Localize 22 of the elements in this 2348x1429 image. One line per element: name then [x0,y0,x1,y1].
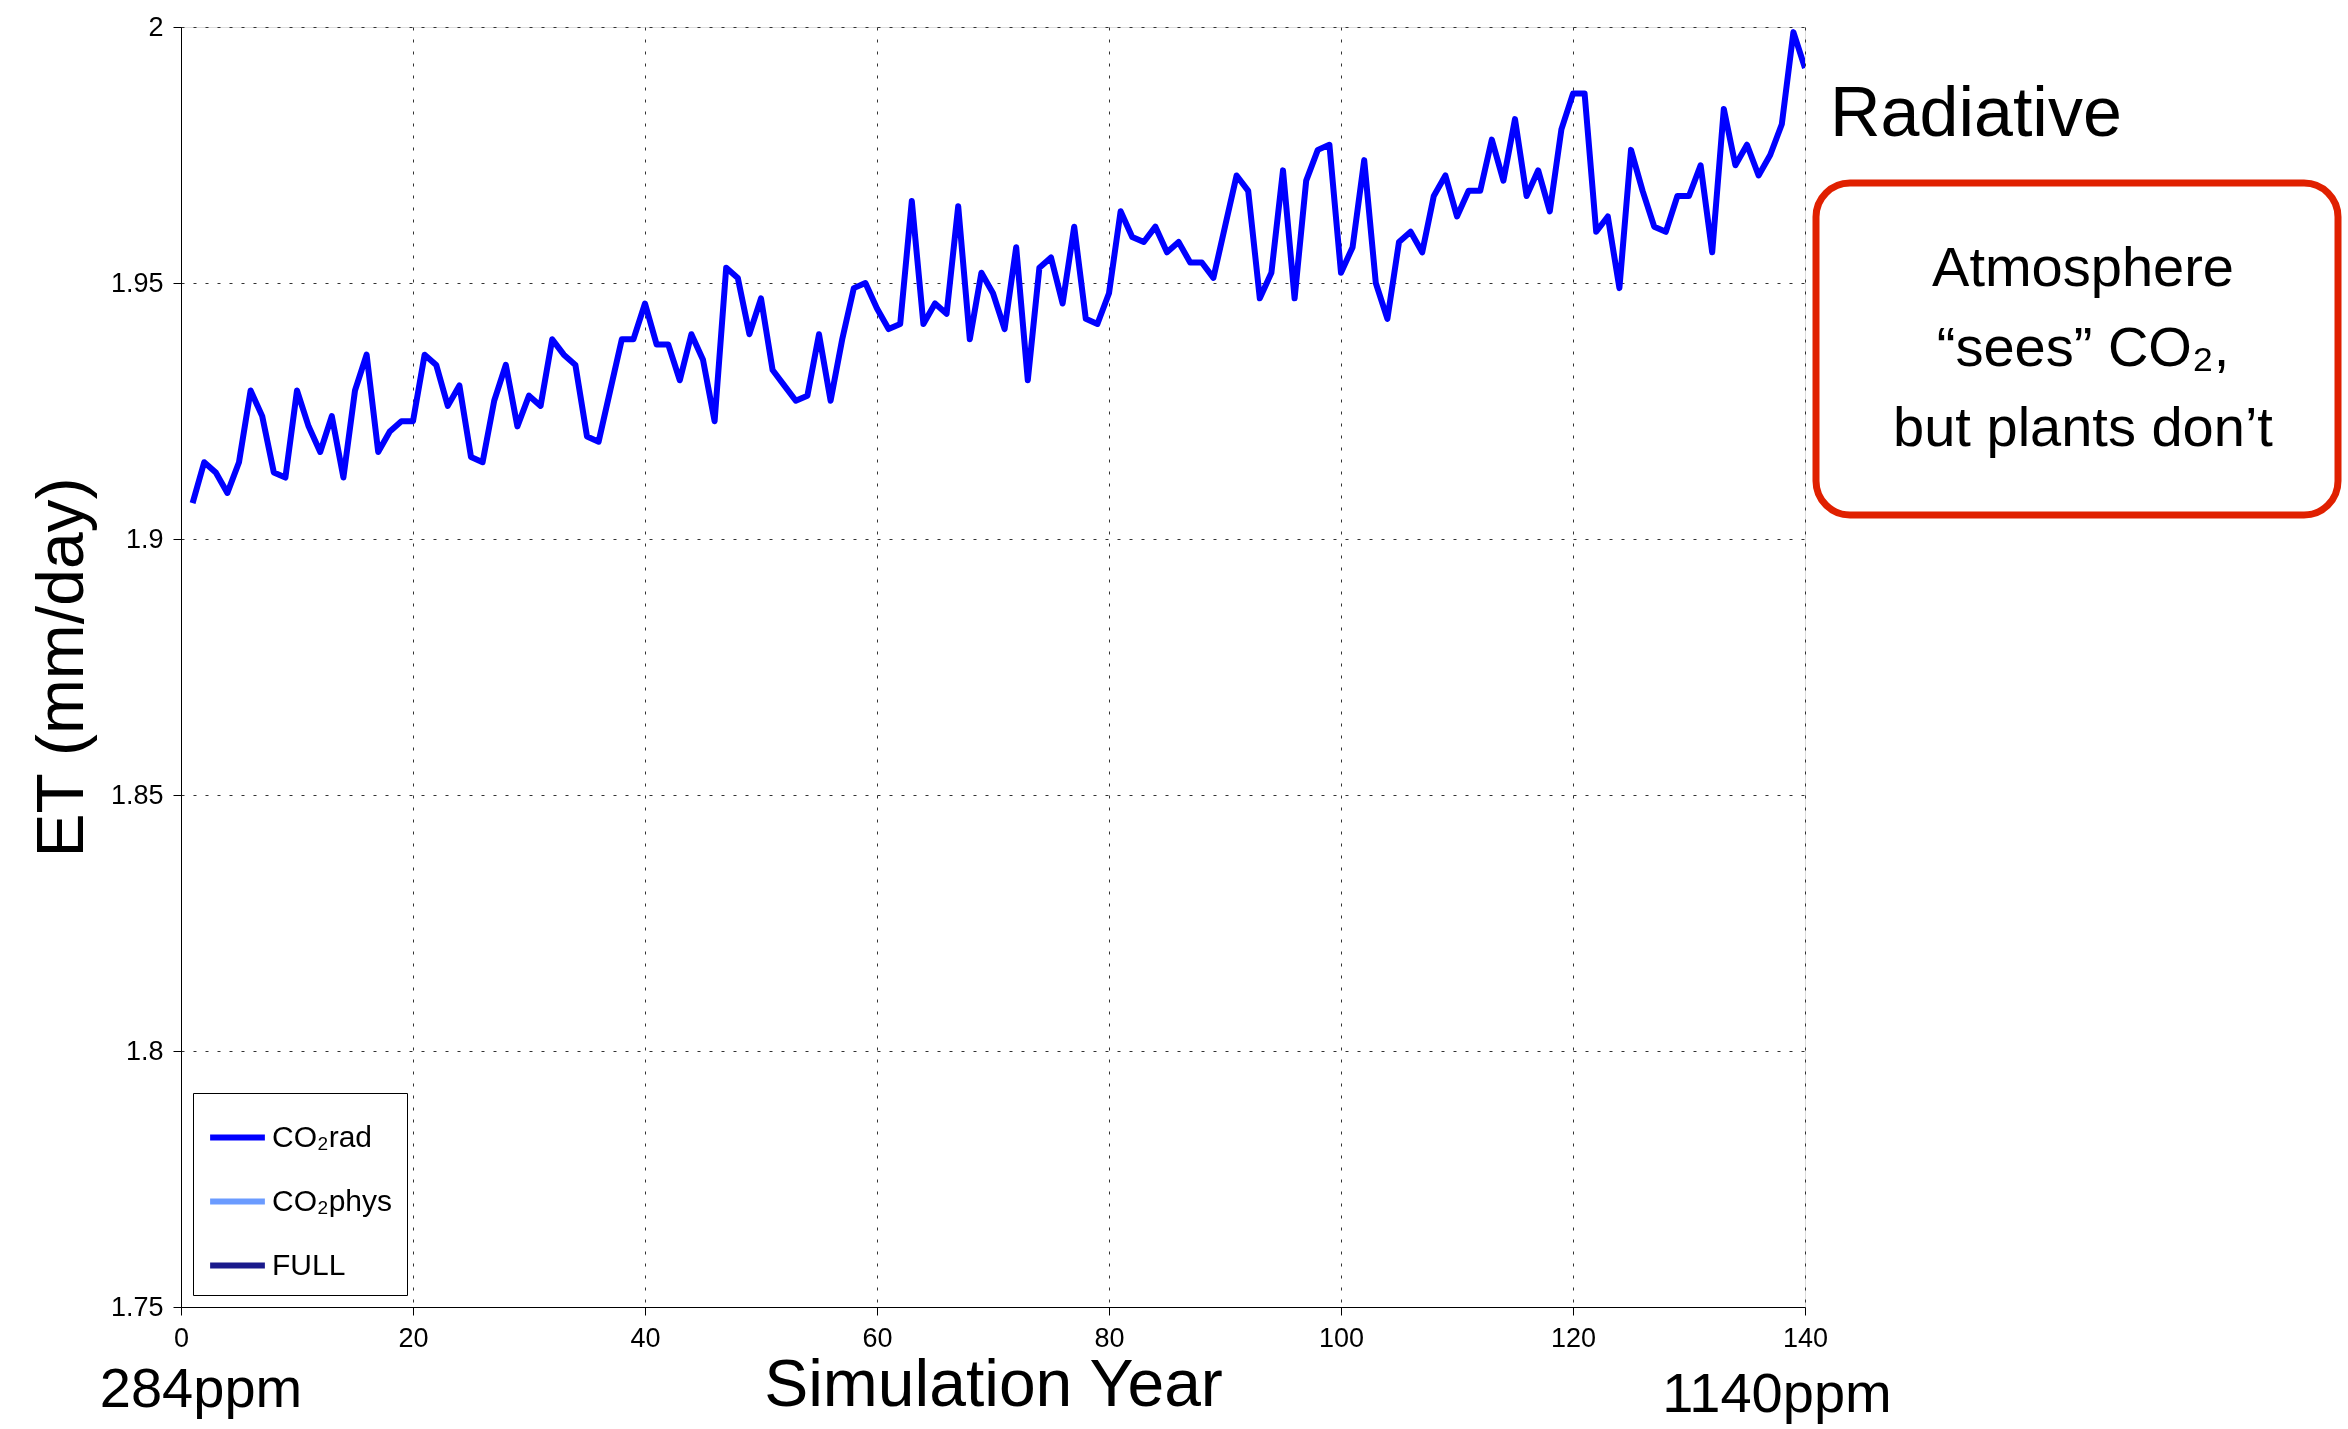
legend-label: CO₂phys [272,1183,393,1217]
x-tick-label: 140 [1782,1322,1829,1353]
y-tick-label: 1.8 [125,1035,164,1066]
text: 1140ppm [1662,1361,1892,1424]
y-axis-title: ET (mm/day) [22,477,97,858]
x-tick-label: 100 [1318,1322,1365,1353]
x-tick-label: 60 [862,1322,893,1353]
y-tick-label: 1.95 [110,267,164,298]
y-tick-label: 1.75 [110,1291,164,1322]
y-tick-label: 1.9 [125,523,164,554]
x-tick-label: 0 [173,1322,190,1353]
y-tick-label: 2 [148,11,164,42]
legend-label: CO₂rad [272,1119,373,1153]
y-tick-label: 1.85 [110,779,164,810]
x-tick-label: 80 [1094,1322,1125,1353]
text: 284ppm [99,1356,303,1419]
x-tick-label: 20 [398,1322,429,1353]
legend-label: FULL [272,1247,346,1281]
x-tick-label: 40 [630,1322,661,1353]
x-tick-label: 120 [1550,1322,1597,1353]
text: Atmosphere “sees” CO₂, but plants don’t [1893,235,2274,458]
text: Radiative [1830,73,2122,151]
